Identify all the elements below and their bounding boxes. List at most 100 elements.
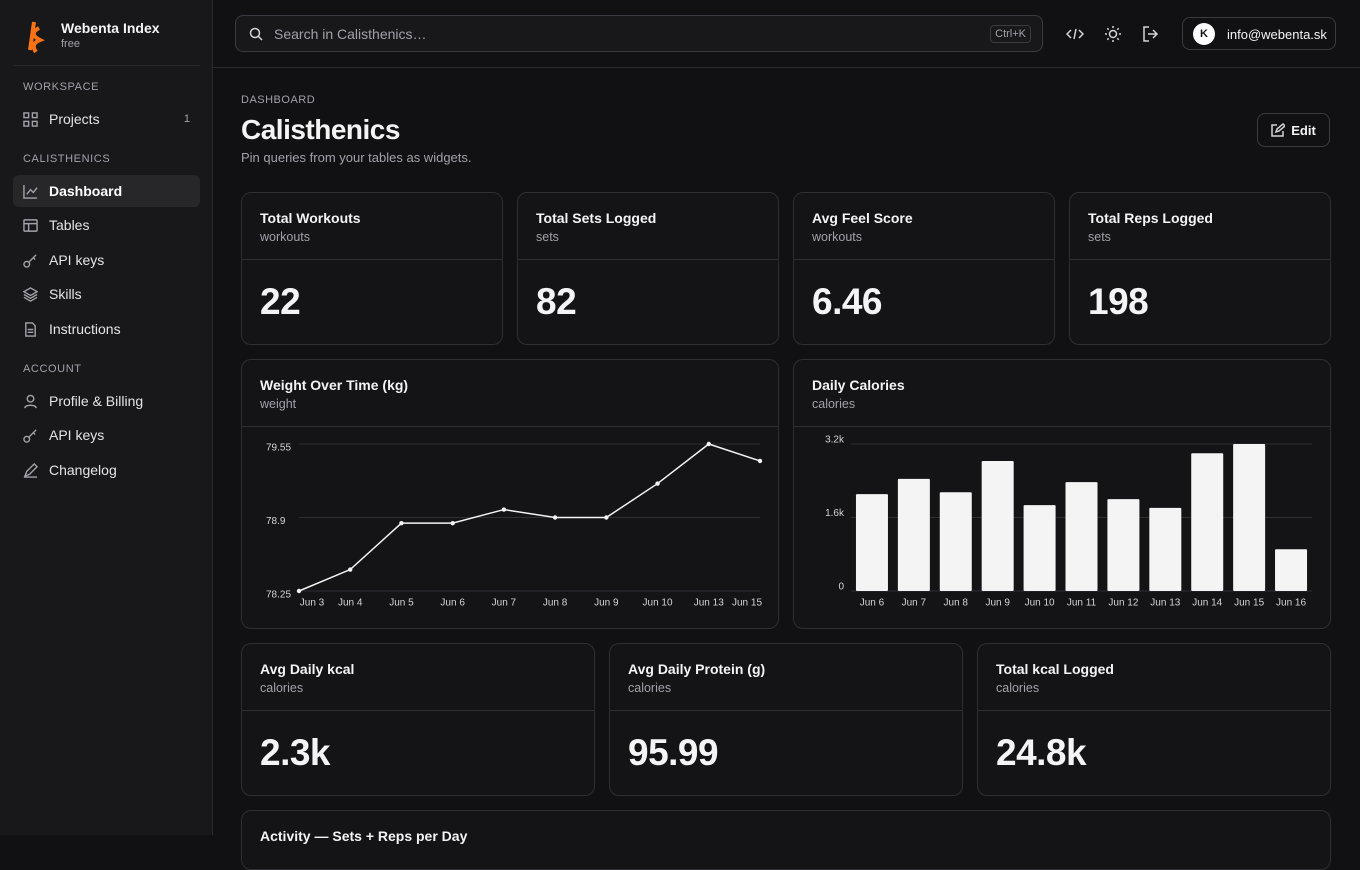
- divider: [242, 426, 778, 427]
- divider: [978, 710, 1330, 711]
- x-tick-label: Jun 13: [1150, 598, 1180, 609]
- point: [757, 458, 763, 464]
- section-label: CALISTHENICS: [23, 153, 111, 165]
- theme-icon[interactable]: [1104, 25, 1122, 43]
- x-tick-label: Jun 8: [944, 598, 969, 609]
- y-tick-label: 78.9: [266, 516, 286, 527]
- nav-label: Profile & Billing: [49, 393, 144, 409]
- stat-card: Total Workouts workouts 22: [241, 192, 503, 345]
- nav-item[interactable]: Instructions: [13, 313, 200, 345]
- x-tick-label: Jun 7: [492, 598, 517, 609]
- stat-value: 198: [1088, 281, 1149, 322]
- divider: [1070, 259, 1330, 260]
- point: [348, 567, 353, 572]
- bar: [939, 492, 972, 591]
- y-tick-label: 78.25: [266, 590, 291, 601]
- stat-title: Total Sets Logged: [536, 210, 657, 226]
- stat-card: Total kcal Logged calories 24.8k: [977, 643, 1331, 796]
- point: [604, 515, 609, 520]
- breadcrumb: DASHBOARD: [241, 94, 316, 106]
- stat-value: 24.8k: [996, 732, 1087, 773]
- stat-card: Total Sets Logged sets 82: [517, 192, 779, 345]
- x-tick-label: Jun 14: [1192, 598, 1222, 609]
- page-subtitle: Pin queries from your tables as widgets.: [241, 150, 472, 165]
- x-tick-label: Jun 12: [1108, 598, 1138, 609]
- bar: [897, 478, 930, 591]
- stat-value: 82: [536, 281, 577, 322]
- bar: [1023, 505, 1056, 591]
- nav-item[interactable]: Changelog: [13, 454, 200, 486]
- nav-label: Dashboard: [49, 183, 123, 199]
- bar: [1107, 499, 1140, 591]
- shortcut: Ctrl+K: [990, 25, 1031, 43]
- x-tick-label: Jun 6: [860, 598, 885, 609]
- search[interactable]: Search in Calisthenics… Ctrl+K: [235, 15, 1043, 52]
- x-tick-label: Jun 11: [1067, 598, 1097, 609]
- divider: [794, 426, 1330, 427]
- x-tick-label: Jun 5: [389, 598, 414, 609]
- chart-subtitle: calories: [812, 397, 856, 411]
- nav-item[interactable]: Tables: [13, 209, 200, 241]
- stat-value: 22: [260, 281, 301, 322]
- email: info@webenta.sk: [1227, 27, 1327, 42]
- point: [706, 441, 711, 447]
- section-label: WORKSPACE: [23, 81, 100, 93]
- chart-subtitle: weight: [260, 397, 297, 411]
- x-tick-label: Jun 8: [543, 598, 568, 609]
- nav-item[interactable]: Projects 1: [13, 103, 200, 135]
- bar: [1233, 444, 1266, 591]
- stat-title: Avg Daily kcal: [260, 661, 355, 677]
- chart: 78.25 78.9 79.55 Jun 3 Jun 4 Jun 5 Jun 6 Jun 7 J…: [266, 441, 763, 609]
- stat-title: Avg Daily Protein (g): [628, 661, 766, 677]
- stat-card: Avg Feel Score workouts 6.46: [793, 192, 1055, 345]
- topbar-divider: [213, 67, 1360, 68]
- point: [501, 507, 507, 512]
- bar: [1275, 549, 1308, 591]
- search-icon: [249, 27, 263, 41]
- chart: 0 1.6k 3.2k Jun 6 Jun 7 Jun 8 Jun 9 Jun 10 Jun 1…: [825, 435, 1312, 609]
- logout-icon[interactable]: [1142, 25, 1160, 43]
- stat-subtitle: workouts: [260, 230, 311, 244]
- x-tick-label: Jun 4: [338, 598, 363, 609]
- stat-subtitle: calories: [628, 681, 672, 695]
- chart-card: Daily Calories calories 0 1.6k 3.2k Jun 6 Ju…: [793, 359, 1331, 629]
- plan: free: [61, 38, 80, 50]
- nav-item[interactable]: API keys: [13, 419, 200, 451]
- point: [552, 515, 558, 520]
- x-tick-label: Jun 9: [985, 598, 1010, 609]
- activity-card: Activity — Sets + Reps per Day: [241, 810, 1331, 870]
- nav-item[interactable]: Profile & Billing: [13, 385, 200, 417]
- code-icon[interactable]: [1066, 25, 1084, 43]
- stat-value: 2.3k: [260, 732, 331, 773]
- edit-button[interactable]: Edit: [1257, 113, 1330, 147]
- nav-label: Changelog: [49, 462, 117, 478]
- nav-item[interactable]: API keys: [13, 244, 200, 276]
- bar: [981, 460, 1014, 591]
- divider: [610, 710, 962, 711]
- bar: [1191, 453, 1224, 591]
- nav-item[interactable]: Dashboard: [13, 175, 200, 207]
- x-tick-label: Jun 7: [902, 598, 927, 609]
- x-tick-label: Jun 6: [440, 598, 465, 609]
- stat-subtitle: calories: [996, 681, 1040, 695]
- avatar: K: [1193, 23, 1215, 45]
- divider: [518, 259, 778, 260]
- x-tick-label: Jun 13: [694, 598, 724, 609]
- edit-label: Edit: [1291, 122, 1316, 138]
- chart-title: Weight Over Time (kg): [260, 377, 409, 393]
- bar: [1065, 482, 1098, 591]
- x-tick-label: Jun 15: [1234, 598, 1264, 609]
- x-tick-label: Jun 10: [1025, 598, 1055, 609]
- bar: [855, 494, 888, 591]
- x-tick-label: Jun 9: [594, 598, 619, 609]
- nav-item[interactable]: Skills: [13, 278, 200, 310]
- app: Webenta Index free WORKSPACE Projects 1 C…: [13, 0, 1360, 870]
- user-menu[interactable]: K info@webenta.sk: [1182, 17, 1336, 50]
- x-tick-label: Jun 16: [1276, 598, 1306, 609]
- nav-label: API keys: [49, 427, 105, 443]
- stat-title: Total Workouts: [260, 210, 361, 226]
- x-tick-label: Jun 3: [300, 598, 325, 609]
- stat-card: Total Reps Logged sets 198: [1069, 192, 1331, 345]
- logo: [28, 21, 45, 54]
- edit-icon: [1271, 123, 1286, 137]
